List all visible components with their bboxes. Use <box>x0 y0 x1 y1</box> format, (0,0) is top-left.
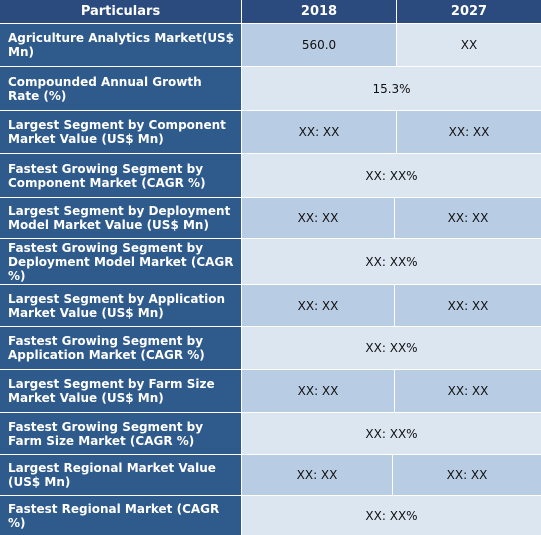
value-2027: XX: XX <box>395 370 541 412</box>
row-label: Fastest Regional Market (CAGR %) <box>0 496 241 535</box>
row-label: Largest Segment by Deployment Model Mark… <box>0 198 241 238</box>
value-2018: XX: XX <box>242 111 396 153</box>
value-merged: 15.3% <box>242 67 541 110</box>
row-label: Largest Segment by Component Market Valu… <box>0 111 241 153</box>
row-label: Fastest Growing Segment by Application M… <box>0 327 241 369</box>
value-merged: XX: XX% <box>242 239 541 284</box>
row-label: Fastest Growing Segment by Component Mar… <box>0 154 241 197</box>
row-label: Compounded Annual Growth Rate (%) <box>0 67 241 110</box>
row-label: Largest Segment by Application Market Va… <box>0 285 241 326</box>
value-2018: XX: XX <box>242 370 394 412</box>
value-2027: XX: XX <box>395 285 541 326</box>
value-2018: XX: XX <box>242 285 394 326</box>
value-2027: XX: XX <box>393 455 541 495</box>
value-merged: XX: XX% <box>242 327 541 369</box>
value-2027: XX <box>397 24 541 66</box>
row-label: Fastest Growing Segment by Farm Size Mar… <box>0 413 241 454</box>
value-2027: XX: XX <box>397 111 541 153</box>
value-merged: XX: XX% <box>242 154 541 197</box>
row-label: Largest Segment by Farm Size Market Valu… <box>0 370 241 412</box>
value-2018: XX: XX <box>242 455 392 495</box>
row-label: Agriculture Analytics Market(US$ Mn) <box>0 24 241 66</box>
row-label: Largest Regional Market Value (US$ Mn) <box>0 455 241 495</box>
value-2018: 560.0 <box>242 24 396 66</box>
row-label: Fastest Growing Segment by Deployment Mo… <box>0 239 241 284</box>
value-merged: XX: XX% <box>242 413 541 454</box>
value-2018: XX: XX <box>242 198 394 238</box>
value-merged: XX: XX% <box>242 496 541 535</box>
header-year-2018: 2018 <box>242 0 396 23</box>
value-2027: XX: XX <box>395 198 541 238</box>
header-particulars: Particulars <box>0 0 241 23</box>
header-year-2027: 2027 <box>397 0 541 23</box>
